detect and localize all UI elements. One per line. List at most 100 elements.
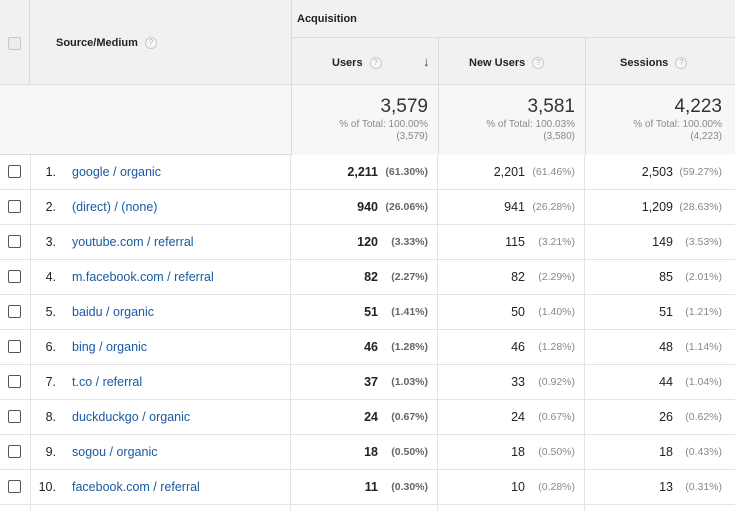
new-users-percent: (3.21%) (538, 236, 575, 248)
table-row[interactable]: 8. duckduckgo / organic 24 (0.67%) 24 (0.67%)… (0, 400, 735, 435)
sessions-value: 18 (659, 445, 673, 459)
row-divider (0, 504, 735, 505)
help-icon[interactable]: ? (144, 37, 157, 50)
total-new-users-pct: % of Total: 100.03% (486, 119, 575, 130)
help-icon[interactable]: ? (532, 57, 545, 70)
sessions-percent: (1.04%) (685, 376, 722, 388)
column-divider (290, 155, 291, 511)
column-header-users[interactable] (291, 38, 438, 85)
dimension-header[interactable]: Source/Medium? (56, 37, 157, 50)
row-checkbox[interactable] (8, 305, 21, 318)
table-row[interactable]: 7. t.co / referral 37 (1.03%) 33 (0.92%) 44 (1.… (0, 365, 735, 400)
sessions-value: 1,209 (641, 200, 673, 214)
row-checkbox[interactable] (8, 445, 21, 458)
source-medium-link[interactable]: google / organic (72, 165, 161, 179)
table-row[interactable]: 3. youtube.com / referral 120 (3.33%) 115 (3.… (0, 225, 735, 260)
users-value: 940 (357, 200, 378, 214)
users-value: 37 (364, 375, 378, 389)
users-header[interactable]: Users? (332, 57, 382, 70)
sessions-percent: (0.31%) (685, 481, 722, 493)
sessions-percent: (1.21%) (685, 306, 722, 318)
row-divider (0, 364, 735, 365)
new-users-header-label: New Users (469, 57, 526, 69)
row-checkbox[interactable] (8, 375, 21, 388)
row-checkbox[interactable] (8, 270, 21, 283)
new-users-value: 50 (511, 305, 525, 319)
row-divider (0, 259, 735, 260)
table-row[interactable]: 5. baidu / organic 51 (1.41%) 50 (1.40%) 51 (1.… (0, 295, 735, 330)
row-divider (0, 189, 735, 190)
source-medium-link[interactable]: (direct) / (none) (72, 200, 158, 214)
sessions-value: 2,503 (641, 165, 673, 179)
sessions-value: 149 (652, 235, 673, 249)
table-row[interactable]: 10. facebook.com / referral 11 (0.30%) 10 (0.… (0, 470, 735, 505)
totals-new-users-cell: 3,581 % of Total: 100.03% (3,580) (438, 85, 585, 155)
row-divider (0, 224, 735, 225)
column-header-sessions[interactable] (585, 38, 735, 85)
new-users-value: 24 (511, 410, 525, 424)
users-percent: (1.41%) (391, 306, 428, 318)
users-percent: (0.67%) (391, 411, 428, 423)
help-icon[interactable]: ? (675, 57, 688, 70)
source-medium-link[interactable]: sogou / organic (72, 445, 158, 459)
source-medium-link[interactable]: t.co / referral (72, 375, 143, 389)
users-percent: (61.30%) (385, 166, 428, 178)
sessions-value: 13 (659, 480, 673, 494)
table-row[interactable]: 6. bing / organic 46 (1.28%) 46 (1.28%) 48 (1.1… (0, 330, 735, 365)
source-medium-link[interactable]: facebook.com / referral (72, 480, 200, 494)
source-medium-link[interactable]: youtube.com / referral (72, 235, 194, 249)
new-users-percent: (1.40%) (538, 306, 575, 318)
users-percent: (3.33%) (391, 236, 428, 248)
new-users-header[interactable]: New Users? (469, 57, 545, 70)
acquisition-group-header (291, 0, 735, 38)
sessions-header[interactable]: Sessions? (620, 57, 688, 70)
source-medium-link[interactable]: bing / organic (72, 340, 148, 354)
totals-users-cell: 3,579 % of Total: 100.00% (3,579) (291, 85, 438, 155)
table-row[interactable]: 2. (direct) / (none) 940 (26.06%) 941 (26.28%… (0, 190, 735, 225)
row-checkbox[interactable] (8, 410, 21, 423)
row-checkbox[interactable] (8, 235, 21, 248)
table-row[interactable]: 9. sogou / organic 18 (0.50%) 18 (0.50%) 18 (0.… (0, 435, 735, 470)
users-percent: (1.03%) (391, 376, 428, 388)
users-value: 46 (364, 340, 378, 354)
new-users-value: 10 (511, 480, 525, 494)
row-divider (0, 399, 735, 400)
table-row[interactable]: 1. google / organic 2,211 (61.30%) 2,201 (61.… (0, 155, 735, 190)
totals-sessions-cell: 4,223 % of Total: 100.00% (4,223) (585, 85, 735, 155)
sessions-value: 26 (659, 410, 673, 424)
row-checkbox[interactable] (8, 165, 21, 178)
column-header-new-users[interactable] (438, 38, 585, 85)
row-index: 7. (45, 375, 56, 389)
source-medium-link[interactable]: baidu / organic (72, 305, 155, 319)
source-medium-link[interactable]: duckduckgo / organic (72, 410, 191, 424)
users-value: 24 (364, 410, 378, 424)
source-medium-link[interactable]: m.facebook.com / referral (72, 270, 214, 284)
sort-descending-icon[interactable]: ↓ (423, 54, 430, 69)
help-icon[interactable]: ? (369, 57, 382, 70)
table-row[interactable]: 4. m.facebook.com / referral 82 (2.27%) 82 (2… (0, 260, 735, 295)
new-users-percent: (2.29%) (538, 271, 575, 283)
users-percent: (2.27%) (391, 271, 428, 283)
row-index: 6. (45, 340, 56, 354)
select-all-checkbox[interactable] (8, 37, 21, 50)
total-users-value: 3,579 (380, 96, 428, 117)
new-users-percent: (0.67%) (538, 411, 575, 423)
new-users-percent: (61.46%) (532, 166, 575, 178)
row-index: 8. (45, 410, 56, 424)
total-users-abs: (3,579) (396, 131, 428, 142)
users-percent: (0.30%) (391, 481, 428, 493)
row-checkbox[interactable] (8, 480, 21, 493)
row-checkbox[interactable] (8, 200, 21, 213)
users-percent: (0.50%) (391, 446, 428, 458)
column-divider (437, 155, 438, 511)
users-value: 51 (364, 305, 378, 319)
row-divider (0, 329, 735, 330)
row-divider (0, 294, 735, 295)
users-header-label: Users (332, 57, 363, 69)
users-value: 82 (364, 270, 378, 284)
sessions-percent: (0.62%) (685, 411, 722, 423)
row-checkbox[interactable] (8, 340, 21, 353)
header-dimension-cell (30, 0, 291, 85)
row-index: 2. (45, 200, 56, 214)
